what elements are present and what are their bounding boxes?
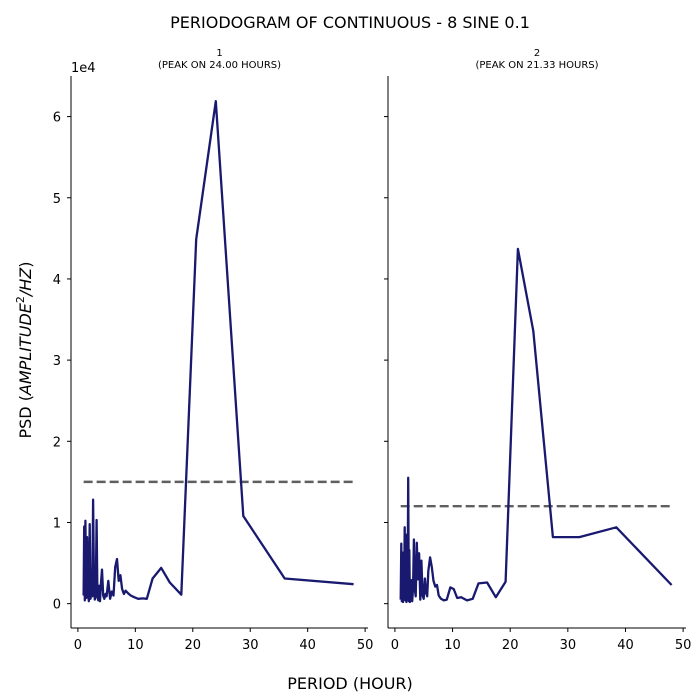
x-tick-label: 30 xyxy=(560,638,577,653)
y-offset-text: 1e4 xyxy=(71,61,96,76)
x-tick-label: 10 xyxy=(444,638,461,653)
panel-title-number: 1 xyxy=(216,48,222,59)
x-tick-label: 10 xyxy=(127,638,144,653)
y-tick-label: 3 xyxy=(53,354,61,369)
x-tick-label: 20 xyxy=(502,638,519,653)
panel-title-number: 2 xyxy=(534,48,540,59)
y-label-math: AMPLITUDE xyxy=(16,302,35,396)
y-label-tail: /HZ xyxy=(16,267,35,298)
y-label-prefix: PSD ( xyxy=(16,395,35,438)
x-tick-label: 0 xyxy=(391,638,399,653)
panel-title-peak: (PEAK ON 21.33 HOURS) xyxy=(475,60,598,71)
x-tick-label: 50 xyxy=(675,638,692,653)
x-axis-label: PERIOD (HOUR) xyxy=(287,674,413,693)
x-tick-label: 50 xyxy=(357,638,374,653)
panel-title-peak: (PEAK ON 24.00 HOURS) xyxy=(158,60,281,71)
y-label-suffix: ) xyxy=(16,261,35,267)
y-tick-label: 1 xyxy=(53,516,61,531)
y-tick-label: 2 xyxy=(53,435,61,450)
y-axis-label: PSD (AMPLITUDE2/HZ) xyxy=(14,261,35,438)
y-label-sup: 2 xyxy=(14,296,27,303)
psd-series-line xyxy=(82,100,354,603)
x-tick-label: 30 xyxy=(242,638,259,653)
y-tick-label: 6 xyxy=(53,111,61,126)
psd-series-line xyxy=(399,247,673,604)
x-tick-label: 40 xyxy=(617,638,634,653)
y-tick-label: 4 xyxy=(53,273,61,288)
x-tick-label: 0 xyxy=(74,638,82,653)
x-tick-label: 40 xyxy=(299,638,316,653)
y-tick-label: 0 xyxy=(53,598,61,613)
chart-title: PERIODOGRAM OF CONTINUOUS - 8 SINE 0.1 xyxy=(170,13,530,32)
y-tick-label: 5 xyxy=(53,192,61,207)
x-tick-label: 20 xyxy=(185,638,202,653)
panel-2: 0 10 20 30 40 50 2(PEAK ON 21.33 HOURS) xyxy=(384,48,691,653)
